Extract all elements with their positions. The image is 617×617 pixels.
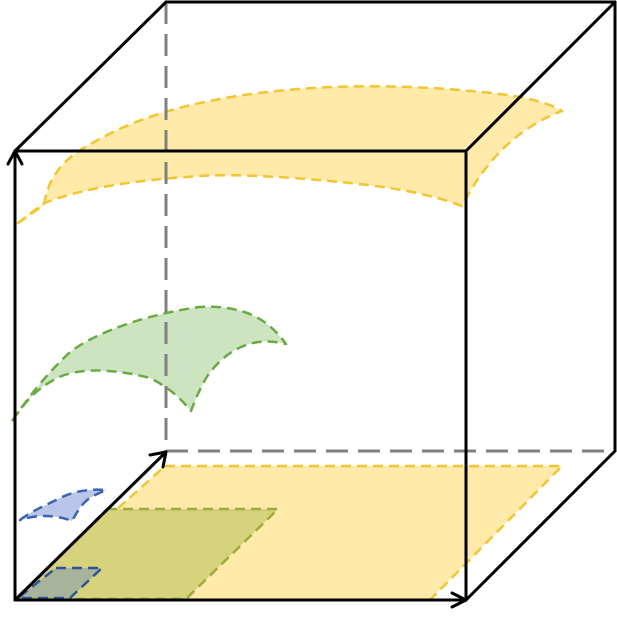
y-axis-arrowhead: [6, 149, 24, 166]
x-axis-arrowhead: [450, 591, 468, 609]
cube-edge-top-left: [13, 0, 168, 153]
cube-edge-top-right: [464, 0, 617, 153]
axis-arrows: [6, 149, 468, 609]
small-surface: [18, 488, 108, 523]
base-projection-small: [16, 566, 104, 600]
hidden-edges: [164, 2, 615, 453]
cube-edge-bottom-right: [464, 449, 617, 602]
base-projections: [14, 464, 564, 602]
z-axis-arrowhead: [148, 450, 168, 469]
middle-surface: [10, 305, 288, 423]
top-surface: [16, 85, 564, 225]
z-axis-arrow: [13, 450, 168, 602]
surfaces: [10, 85, 564, 523]
